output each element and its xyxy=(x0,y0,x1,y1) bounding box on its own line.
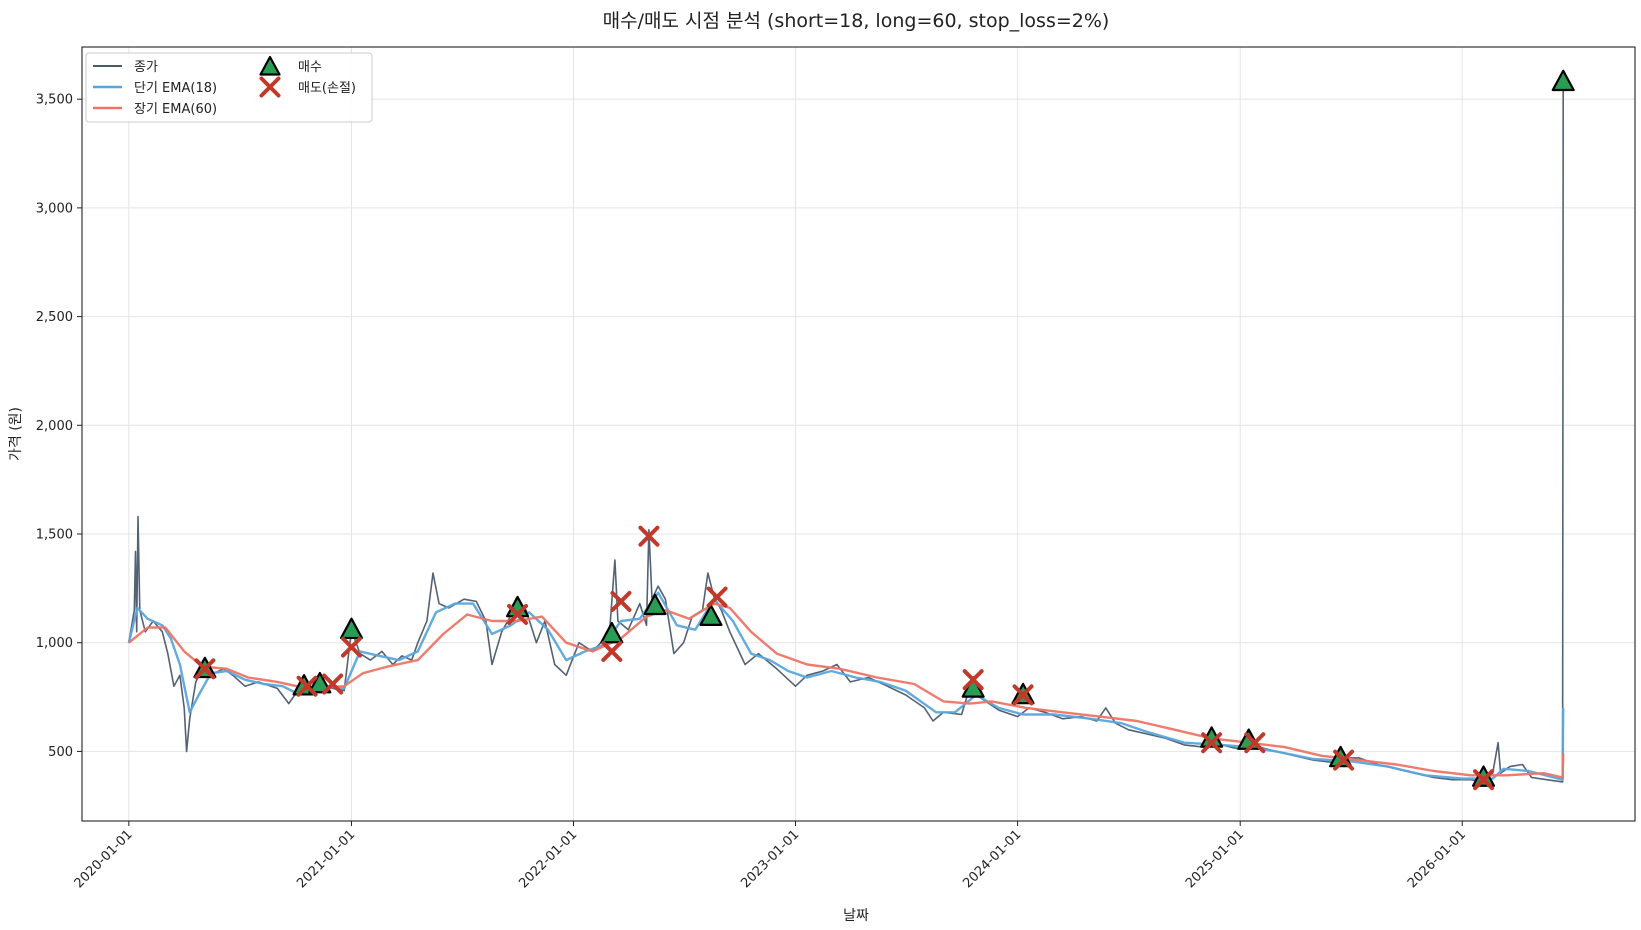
sell-marker-stroke xyxy=(1201,732,1223,754)
legend-label-buy: 매수 xyxy=(298,60,322,75)
sell-marker-stroke xyxy=(706,586,728,608)
sell-marker xyxy=(340,636,362,658)
sell-marker xyxy=(1201,732,1223,754)
sell-marker-stroke xyxy=(1473,769,1495,791)
y-tick-label: 2,000 xyxy=(36,419,73,434)
sell-marker xyxy=(1473,769,1495,791)
legend-buy-marker xyxy=(259,55,281,76)
sell-marker xyxy=(706,586,728,608)
sell-marker-stroke xyxy=(340,636,362,658)
y-axis-label: 가격 (원) xyxy=(8,407,24,461)
sell-marker-stroke xyxy=(962,669,984,691)
y-axis: 500 1,000 1,500 2,000 2,500 3,000 3,500 xyxy=(36,93,82,760)
sell-marker xyxy=(1244,732,1266,754)
buy-marker xyxy=(308,671,332,694)
legend-label-close: 종가 xyxy=(134,60,158,75)
sell-marker xyxy=(1333,749,1355,771)
grid xyxy=(82,47,1635,821)
legend-sell-cross xyxy=(259,76,281,98)
buy-marker xyxy=(699,604,723,626)
sell-marker xyxy=(610,590,632,612)
sell-marker-stroke xyxy=(322,673,344,695)
buy-marker xyxy=(1551,69,1575,92)
plot-frame xyxy=(81,46,1636,822)
sell-marker-stroke xyxy=(638,525,660,547)
sell-marker-stroke xyxy=(1244,732,1266,754)
chart-title: 매수/매도 시점 분석 (short=18, long=60, stop_los… xyxy=(603,10,1110,32)
legend-box xyxy=(85,52,373,123)
plot-markers xyxy=(193,69,1575,791)
x-axis-label: 날짜 xyxy=(843,908,869,924)
legend-label-sell: 매도(손절) xyxy=(298,81,356,96)
sell-marker xyxy=(507,603,529,625)
sell-marker-stroke xyxy=(259,76,281,98)
y-tick-label: 1,500 xyxy=(36,528,73,543)
buy-marker xyxy=(600,621,624,644)
sell-marker-stroke xyxy=(194,658,216,680)
legend: 종가 단기 EMA(18) 장기 EMA(60) 매수 매도(손절) xyxy=(85,52,373,123)
legend-buy-triangle xyxy=(259,55,281,76)
sell-marker xyxy=(601,640,623,662)
y-tick-label: 3,000 xyxy=(36,201,73,216)
buy-marker xyxy=(643,593,667,616)
legend-label-short-ema: 단기 EMA(18) xyxy=(134,81,217,96)
sell-marker-stroke xyxy=(610,590,632,612)
sell-marker-stroke xyxy=(296,675,318,697)
legend-sell-marker xyxy=(259,76,281,98)
sell-marker-stroke xyxy=(1333,749,1355,771)
y-tick-label: 3,500 xyxy=(36,93,73,108)
sell-marker-stroke xyxy=(601,640,623,662)
sell-marker xyxy=(638,525,660,547)
sell-marker xyxy=(1012,684,1034,706)
sell-marker xyxy=(322,673,344,695)
y-tick-label: 500 xyxy=(48,745,73,760)
y-tick-label: 2,500 xyxy=(36,310,73,325)
sell-marker-stroke xyxy=(1012,684,1034,706)
sell-marker xyxy=(962,669,984,691)
buy-marker xyxy=(339,617,364,640)
sell-marker xyxy=(194,658,216,680)
y-tick-label: 1,000 xyxy=(36,636,73,651)
sell-marker-stroke xyxy=(507,603,529,625)
legend-label-long-ema: 장기 EMA(60) xyxy=(134,102,217,117)
sell-marker xyxy=(296,675,318,697)
